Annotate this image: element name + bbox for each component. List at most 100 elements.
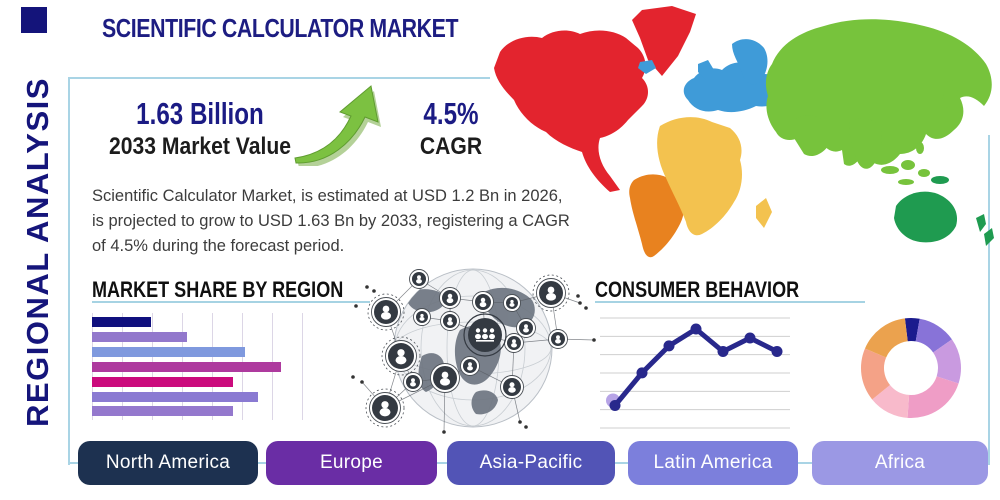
network-node [409,269,429,289]
bar-gridline [302,313,303,420]
network-node-ringed [532,274,570,312]
cagr-number: 4.5% [423,96,479,131]
bar-region-3 [92,346,246,357]
network-node [439,287,461,309]
network-node [548,329,568,349]
network-dot [365,285,369,289]
market-description: Scientific Calculator Market, is estimat… [92,187,570,255]
bar-region-2 [92,331,187,342]
donut-slice-2 [915,318,952,353]
bar-region-5 [92,376,233,387]
network-dot [584,306,588,310]
cagr-stat: 4.5% CAGR [396,96,506,161]
map-greenland [632,6,696,76]
donut-slice-4 [907,376,959,418]
bar-region-4 [92,361,281,372]
network-node [403,372,423,392]
frame-top-border [68,77,490,79]
bar-region-6 [92,391,258,402]
map-scandinavia [732,39,768,85]
network-dot [578,301,582,305]
world-map [494,6,994,258]
data-point-5 [717,346,729,357]
growth-arrow-icon [294,85,381,166]
map-uk [698,60,714,80]
network-node [500,375,524,399]
market-share-underline [92,301,370,303]
data-point-3 [663,340,675,352]
consumer-behavior-line-chart [600,317,790,429]
network-dot [354,304,358,308]
map-new-guinea [931,176,949,184]
market-share-bar-chart [92,313,306,420]
map-madagascar [756,198,772,228]
region-button-europe[interactable]: Europe [266,441,437,485]
map-java [898,179,914,185]
map-africa [657,117,742,236]
network-hub-node [463,313,507,357]
network-node [430,363,460,393]
consumer-behavior-section-title: CONSUMER BEHAVIOR [595,277,800,302]
network-dot [360,380,364,384]
frame-left-border [68,77,70,465]
map-australia [894,191,958,243]
map-south-america [629,174,685,258]
data-point-7 [771,346,783,357]
network-dot [518,420,522,424]
network-node-ringed [365,388,405,428]
map-north-america [494,30,648,192]
network-dot [592,338,596,342]
bar-region-7 [92,406,233,417]
map-india [849,118,882,169]
network-node [440,311,460,331]
market-share-section-title: MARKET SHARE BY REGION [92,277,344,302]
region-button-asia-pacific[interactable]: Asia-Pacific [447,441,615,485]
donut-slice-6 [861,348,891,400]
map-borneo [901,160,915,170]
network-node [503,294,521,312]
network-node [460,356,480,376]
side-label-regional-analysis: REGIONAL ANALYSIS [20,77,55,427]
donut-slice-1 [904,318,920,342]
donut-slice-7 [864,318,908,358]
regional-share-donut-chart [861,318,961,418]
network-node-ringed [367,293,405,331]
map-arabia [794,115,832,157]
frame-right-border [988,135,990,465]
network-dot [442,430,446,434]
region-button-latin-america[interactable]: Latin America [628,441,798,485]
bar-region-1 [92,317,151,327]
network-dot [351,375,355,379]
data-point-4 [690,323,702,335]
data-point-2 [636,367,648,379]
map-iceland [638,60,656,74]
map-sulawesi [918,169,930,177]
map-sumatra [881,166,899,174]
network-node-ringed [381,336,421,376]
corner-accent-square [21,7,47,33]
page-title: SCIENTIFIC CALCULATOR MARKET [102,13,459,43]
region-button-north-america[interactable]: North America [78,441,258,485]
network-dot [524,425,528,429]
network-dot [576,294,580,298]
market-value-number: 1.63 Billion [136,96,264,131]
map-new-zealand [976,214,994,246]
network-node [516,318,536,338]
network-dot [372,289,376,293]
network-node [413,308,431,326]
market-value-caption: 2033 Market Value [109,133,291,160]
global-network-illustration [351,268,596,434]
cagr-caption: CAGR [419,133,483,160]
data-point-1 [609,400,621,411]
network-node [472,291,494,313]
data-point-6 [744,332,756,344]
market-value-stat: 1.63 Billion 2033 Market Value [70,96,330,161]
region-button-africa[interactable]: Africa [812,441,988,485]
map-philippines [916,142,924,154]
network-node [504,333,524,353]
map-japan [942,80,958,108]
donut-slice-3 [933,339,961,384]
consumer-behavior-underline [595,301,865,303]
donut-slice-5 [872,384,910,418]
